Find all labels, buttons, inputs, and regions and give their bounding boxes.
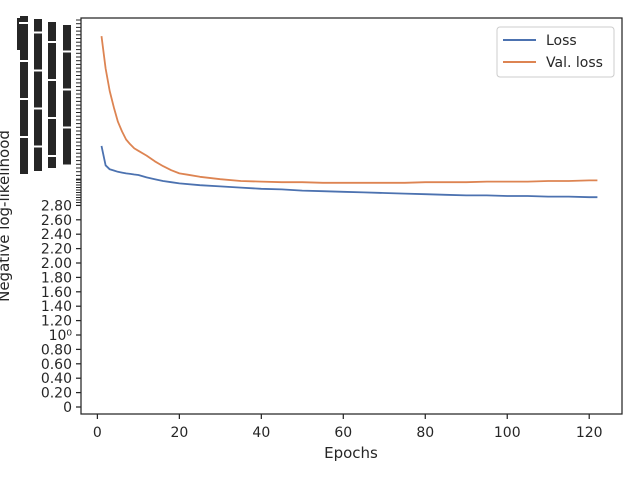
x-tick-label: 20 [170,425,188,441]
tick-label-gap [47,155,59,157]
y-tick-label: 2.20 [41,242,72,258]
y-axis-label: Negative log-likelihood [0,130,13,302]
y-tick-label: 2.40 [41,227,72,243]
y-axis-ticks: 00.200.400.600.8010⁰1.201.401.601.802.00… [41,179,81,416]
upper-tick-clutter [17,16,81,180]
tick-label-gap [61,126,73,129]
tick-label-gap [47,79,59,81]
series-line-loss [100,145,598,199]
tick-label-gap [47,117,59,119]
legend: Loss Val. loss [496,26,615,78]
x-tick-label: 120 [576,425,603,441]
tick-label-gap [19,22,31,24]
tick-label-gap [33,107,45,110]
overlapping-tick-labels [48,22,56,168]
tick-label-gap [61,88,73,91]
tick-label-gap [19,136,31,138]
tick-label-gap [19,98,31,100]
y-tick-label: 0.60 [41,357,72,373]
y-tick-label: 1.60 [41,285,72,301]
plot-frame [80,17,623,415]
y-tick-label: 10⁰ [49,328,73,344]
overlapping-tick-labels [34,19,42,171]
overlapping-tick-labels [63,25,71,165]
y-tick-label: 0.80 [41,342,72,358]
x-tick-label: 0 [93,425,102,441]
overlapping-tick-labels [17,18,23,50]
x-axis-ticks: 0 20 40 60 80 100 120 [93,414,603,441]
series-line-val-loss [100,35,598,184]
y-tick-label: 0.20 [41,386,72,402]
y-tick-label: 0.40 [41,371,72,387]
x-tick-label: 100 [494,425,521,441]
x-tick-label: 80 [416,425,434,441]
legend-label-loss: Loss [546,33,577,49]
tick-label-gap [33,69,45,72]
tick-label-gap [61,164,73,167]
y-tick-label: 0 [63,400,72,416]
x-tick-label: 40 [252,425,270,441]
x-axis-label: Epochs [324,444,378,462]
y-tick-label: 2.80 [41,198,72,214]
y-tick-label: 2.60 [41,213,72,229]
y-tick-label: 1.40 [41,299,72,315]
tick-label-gap [33,145,45,148]
legend-label-val-loss: Val. loss [546,55,603,71]
tick-label-gap [47,41,59,43]
series-layer [100,35,598,199]
tick-label-gap [19,60,31,62]
overlapping-tick-labels [20,16,28,174]
x-tick-label: 60 [334,425,352,441]
tick-label-gap [33,31,45,34]
y-tick-label: 2.00 [41,256,72,272]
y-tick-label: 1.20 [41,314,72,330]
tick-label-gap [61,50,73,53]
y-tick-label: 1.80 [41,270,72,286]
